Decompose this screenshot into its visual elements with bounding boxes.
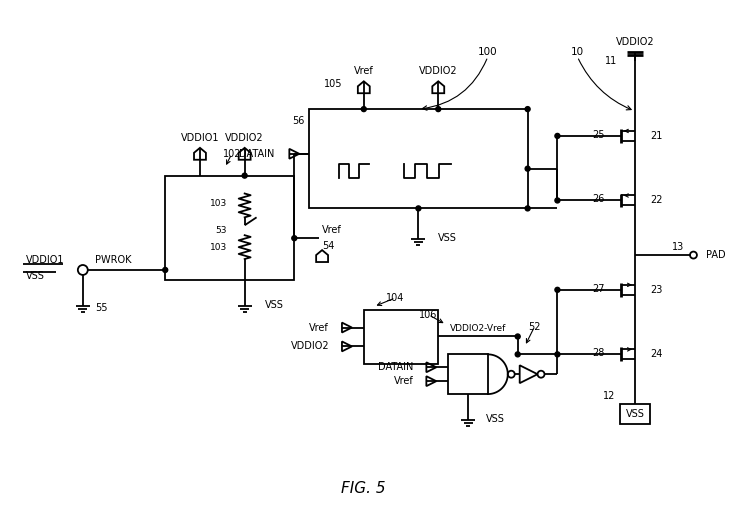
Text: 26: 26 (593, 195, 605, 205)
Bar (310, 109, 528, 208)
Text: VSS: VSS (626, 409, 645, 419)
Text: 56: 56 (292, 116, 304, 126)
Text: 12: 12 (603, 391, 615, 401)
Circle shape (292, 236, 297, 241)
Bar (165, 176, 294, 280)
Circle shape (555, 198, 560, 203)
Text: 52: 52 (529, 322, 541, 332)
Text: 10: 10 (571, 47, 584, 57)
Text: VDDIO2: VDDIO2 (226, 133, 264, 143)
Circle shape (515, 334, 520, 339)
Text: VSS: VSS (26, 271, 45, 281)
Text: VDDIO2-Vref: VDDIO2-Vref (450, 324, 506, 333)
Text: 104: 104 (386, 293, 404, 303)
Text: Vref: Vref (310, 323, 329, 333)
Text: VDDIO1: VDDIO1 (26, 255, 65, 265)
Text: 54: 54 (322, 241, 334, 251)
Text: VDDIO2: VDDIO2 (419, 66, 458, 76)
Text: 100: 100 (478, 47, 498, 57)
Circle shape (525, 206, 530, 211)
Text: 53: 53 (215, 226, 227, 235)
Circle shape (555, 352, 560, 357)
Text: 21: 21 (650, 131, 662, 141)
Text: DATAIN: DATAIN (378, 362, 413, 372)
Text: 25: 25 (593, 130, 605, 140)
Text: 103: 103 (210, 243, 227, 252)
Text: 28: 28 (593, 349, 605, 358)
Text: 103: 103 (210, 199, 227, 208)
Circle shape (555, 133, 560, 139)
Text: VSS: VSS (264, 300, 283, 309)
Text: PWROK: PWROK (95, 255, 131, 265)
Text: 105: 105 (323, 79, 342, 89)
Text: FIG. 5: FIG. 5 (342, 481, 386, 496)
Text: VDDIO2: VDDIO2 (291, 341, 329, 351)
Text: 22: 22 (650, 195, 662, 205)
Text: VSS: VSS (486, 414, 505, 424)
Text: 11: 11 (604, 57, 617, 67)
Circle shape (525, 107, 530, 112)
Circle shape (242, 173, 247, 178)
Text: VSS: VSS (438, 233, 457, 243)
Circle shape (436, 107, 441, 112)
Circle shape (555, 287, 560, 293)
Text: Vref: Vref (322, 225, 342, 235)
Circle shape (515, 352, 520, 357)
Bar (620, 404, 650, 424)
Text: Vref: Vref (393, 376, 413, 386)
Text: VDDIO2: VDDIO2 (615, 37, 654, 47)
Text: 102: 102 (223, 149, 241, 159)
Text: PAD: PAD (707, 250, 726, 260)
Text: 13: 13 (672, 242, 685, 252)
Bar (448, 354, 488, 394)
Text: 24: 24 (650, 349, 662, 359)
Circle shape (163, 268, 168, 272)
Text: 23: 23 (650, 285, 662, 295)
Text: 106: 106 (419, 309, 437, 320)
Text: DATAIN: DATAIN (239, 149, 274, 159)
Bar (364, 309, 438, 364)
Text: Vref: Vref (354, 66, 374, 76)
Circle shape (416, 206, 421, 211)
Text: 27: 27 (593, 284, 605, 294)
Text: VDDIO1: VDDIO1 (181, 133, 219, 143)
Circle shape (361, 107, 366, 112)
Text: 55: 55 (95, 303, 107, 313)
Circle shape (525, 166, 530, 171)
